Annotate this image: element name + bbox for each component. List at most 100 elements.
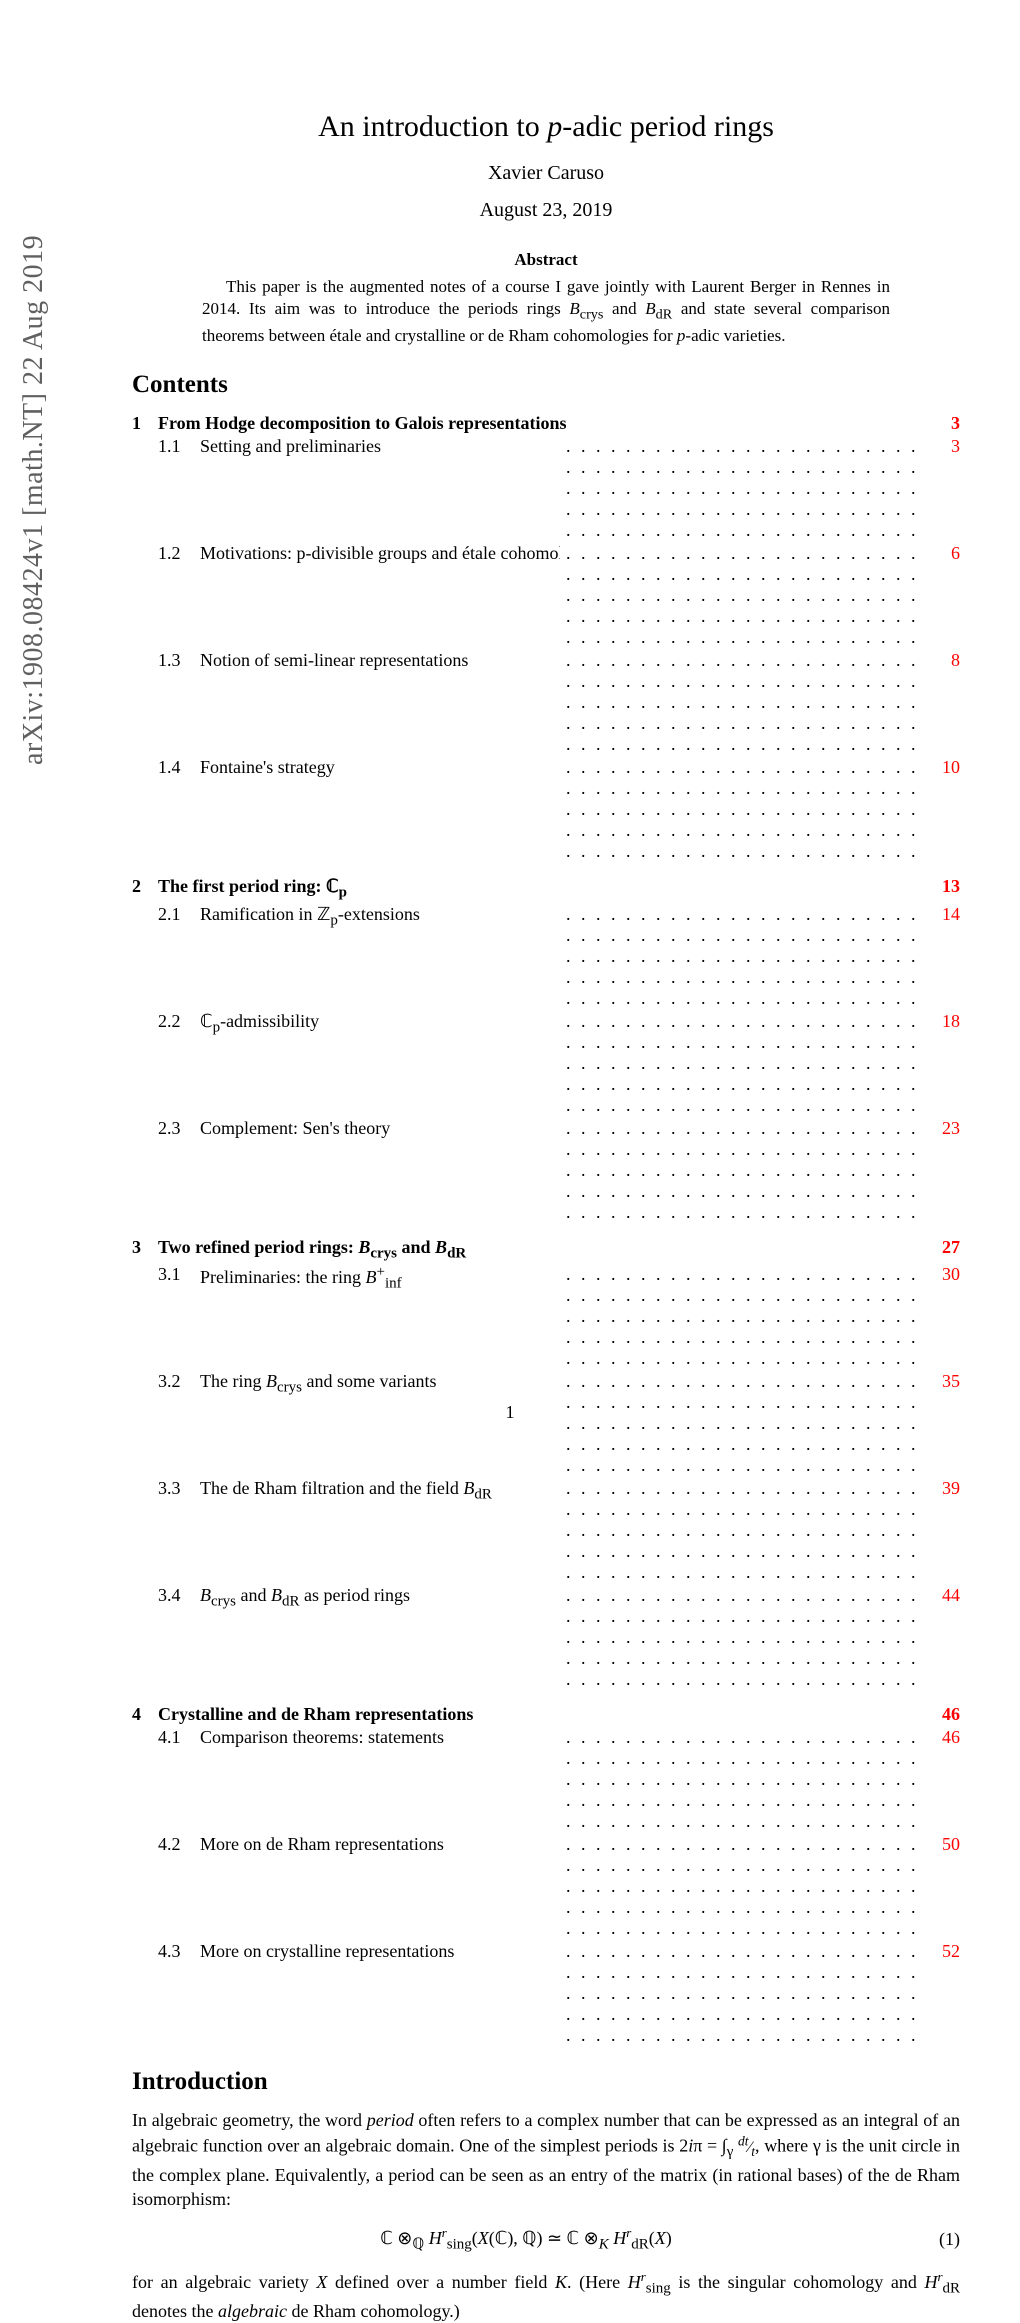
toc-dots: . . . . . . . . . . . . . . . . . . . . … — [560, 757, 926, 862]
intro-paragraph-1: In algebraic geometry, the word period o… — [132, 2108, 960, 2211]
toc-dots: . . . . . . . . . . . . . . . . . . . . … — [560, 1478, 926, 1583]
toc-chapter-number: 2 — [132, 876, 158, 902]
toc-sub-page[interactable]: 8 — [926, 650, 960, 755]
author: Xavier Caruso — [132, 162, 960, 185]
toc-sub-page[interactable]: 30 — [926, 1264, 960, 1369]
title-pre: An introduction to — [318, 110, 547, 143]
toc-sub-page[interactable]: 52 — [926, 1941, 960, 2046]
toc-subsection[interactable]: 1.2Motivations: p-divisible groups and é… — [132, 543, 960, 648]
introduction-heading: Introduction — [132, 2068, 960, 2096]
title-var: p — [547, 110, 562, 143]
toc-sub-title: Complement: Sen's theory — [200, 1118, 560, 1223]
toc-subsection[interactable]: 1.3Notion of semi-linear representations… — [132, 650, 960, 755]
toc-chapter-number: 3 — [132, 1237, 158, 1263]
toc-subsection[interactable]: 1.1Setting and preliminaries . . . . . .… — [132, 436, 960, 541]
toc-sub-number: 1.3 — [158, 650, 200, 755]
toc-sub-number: 2.1 — [158, 904, 200, 1009]
toc-sub-title: More on crystalline representations — [200, 1941, 560, 2046]
toc-sub-title: Fontaine's strategy — [200, 757, 560, 862]
toc-subsection[interactable]: 1.4Fontaine's strategy . . . . . . . . .… — [132, 757, 960, 862]
toc-chapter-title: From Hodge decomposition to Galois repre… — [158, 413, 926, 434]
toc-sub-number: 2.2 — [158, 1011, 200, 1116]
toc-sub-title: The ring Bcrys and some variants — [200, 1371, 560, 1476]
intro-paragraph-2: for an algebraic variety X defined over … — [132, 2268, 960, 2323]
toc-sub-number: 3.1 — [158, 1264, 200, 1369]
toc-sub-page[interactable]: 10 — [926, 757, 960, 862]
toc-dots: . . . . . . . . . . . . . . . . . . . . … — [560, 1585, 926, 1690]
toc-sub-title: The de Rham filtration and the field BdR — [200, 1478, 560, 1583]
toc-sub-title: Comparison theorems: statements — [200, 1727, 560, 1832]
toc-dots: . . . . . . . . . . . . . . . . . . . . … — [560, 1011, 926, 1116]
abstract-heading: Abstract — [132, 250, 960, 270]
title-post: -adic period rings — [562, 110, 774, 143]
toc-sub-page[interactable]: 44 — [926, 1585, 960, 1690]
toc-sub-page[interactable]: 23 — [926, 1118, 960, 1223]
toc-chapter-title: Two refined period rings: Bcrys and BdR — [158, 1237, 926, 1263]
toc-chapter-number: 1 — [132, 413, 158, 434]
abstract-body-text: This paper is the augmented notes of a c… — [202, 277, 890, 345]
toc-sub-title: Ramification in ℤp-extensions — [200, 904, 560, 1009]
equation-1: ℂ ⊗ℚ Hrsing(X(ℂ), ℚ) ≃ ℂ ⊗K HrdR(X) (1) — [132, 2225, 960, 2254]
toc-sub-number: 1.4 — [158, 757, 200, 862]
toc-subsection[interactable]: 4.2More on de Rham representations . . .… — [132, 1834, 960, 1939]
toc-sub-number: 4.2 — [158, 1834, 200, 1939]
toc-dots: . . . . . . . . . . . . . . . . . . . . … — [560, 1834, 926, 1939]
equation-body: ℂ ⊗ℚ Hrsing(X(ℂ), ℚ) ≃ ℂ ⊗K HrdR(X) — [132, 2225, 920, 2254]
toc-dots: . . . . . . . . . . . . . . . . . . . . … — [560, 543, 926, 648]
toc-sub-page[interactable]: 39 — [926, 1478, 960, 1583]
toc-dots: . . . . . . . . . . . . . . . . . . . . … — [560, 650, 926, 755]
toc-chapter[interactable]: 2The first period ring: ℂp13 — [132, 876, 960, 902]
abstract-text: This paper is the augmented notes of a c… — [202, 276, 890, 347]
equation-number: (1) — [920, 2229, 960, 2250]
page-number: 1 — [0, 1402, 1020, 1423]
toc-sub-number: 1.2 — [158, 543, 200, 648]
toc-sub-number: 4.3 — [158, 1941, 200, 2046]
toc-subsection[interactable]: 2.3Complement: Sen's theory . . . . . . … — [132, 1118, 960, 1223]
toc-dots: . . . . . . . . . . . . . . . . . . . . … — [560, 1727, 926, 1832]
toc-sub-page[interactable]: 35 — [926, 1371, 960, 1476]
toc-sub-title: ℂp-admissibility — [200, 1011, 560, 1116]
toc-sub-title: Motivations: p-divisible groups and étal… — [200, 543, 560, 648]
toc-subsection[interactable]: 3.3The de Rham filtration and the field … — [132, 1478, 960, 1583]
toc-sub-number: 3.3 — [158, 1478, 200, 1583]
toc-dots: . . . . . . . . . . . . . . . . . . . . … — [560, 436, 926, 541]
toc-subsection[interactable]: 4.1Comparison theorems: statements . . .… — [132, 1727, 960, 1832]
toc-sub-title: Preliminaries: the ring B+inf — [200, 1264, 560, 1369]
toc-chapter-page[interactable]: 46 — [926, 1704, 960, 1725]
toc-sub-page[interactable]: 3 — [926, 436, 960, 541]
toc-sub-title: Notion of semi-linear representations — [200, 650, 560, 755]
toc-subsection[interactable]: 3.1Preliminaries: the ring B+inf . . . .… — [132, 1264, 960, 1369]
toc-sub-number: 4.1 — [158, 1727, 200, 1832]
toc-sub-number: 2.3 — [158, 1118, 200, 1223]
toc-sub-page[interactable]: 50 — [926, 1834, 960, 1939]
toc-sub-page[interactable]: 6 — [926, 543, 960, 648]
toc-sub-page[interactable]: 14 — [926, 904, 960, 1009]
toc-chapter-page[interactable]: 27 — [926, 1237, 960, 1263]
toc-sub-title: More on de Rham representations — [200, 1834, 560, 1939]
toc-chapter[interactable]: 3Two refined period rings: Bcrys and BdR… — [132, 1237, 960, 1263]
toc-sub-page[interactable]: 18 — [926, 1011, 960, 1116]
toc-sub-title: Setting and preliminaries — [200, 436, 560, 541]
toc-subsection[interactable]: 3.2The ring Bcrys and some variants . . … — [132, 1371, 960, 1476]
toc-chapter-number: 4 — [132, 1704, 158, 1725]
toc-subsection[interactable]: 3.4Bcrys and BdR as period rings . . . .… — [132, 1585, 960, 1690]
toc-chapter-title: The first period ring: ℂp — [158, 876, 926, 902]
date: August 23, 2019 — [132, 199, 960, 222]
table-of-contents: 1From Hodge decomposition to Galois repr… — [132, 413, 960, 2046]
toc-sub-number: 3.2 — [158, 1371, 200, 1476]
toc-chapter-page[interactable]: 13 — [926, 876, 960, 902]
contents-heading: Contents — [132, 371, 960, 399]
toc-dots: . . . . . . . . . . . . . . . . . . . . … — [560, 1371, 926, 1476]
toc-sub-number: 1.1 — [158, 436, 200, 541]
toc-subsection[interactable]: 4.3More on crystalline representations .… — [132, 1941, 960, 2046]
toc-dots: . . . . . . . . . . . . . . . . . . . . … — [560, 1941, 926, 2046]
toc-chapter-page[interactable]: 3 — [926, 413, 960, 434]
toc-dots: . . . . . . . . . . . . . . . . . . . . … — [560, 1264, 926, 1369]
toc-subsection[interactable]: 2.1Ramification in ℤp-extensions . . . .… — [132, 904, 960, 1009]
paper-title: An introduction to p-adic period rings — [132, 110, 960, 144]
toc-subsection[interactable]: 2.2ℂp-admissibility . . . . . . . . . . … — [132, 1011, 960, 1116]
toc-chapter[interactable]: 1From Hodge decomposition to Galois repr… — [132, 413, 960, 434]
toc-chapter[interactable]: 4Crystalline and de Rham representations… — [132, 1704, 960, 1725]
page-content: An introduction to p-adic period rings X… — [132, 110, 960, 2323]
toc-sub-page[interactable]: 46 — [926, 1727, 960, 1832]
